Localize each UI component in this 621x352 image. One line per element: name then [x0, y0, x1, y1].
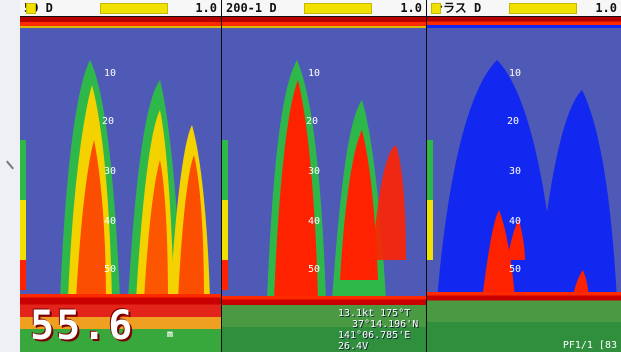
pointer-mark: [6, 160, 14, 170]
range-indicator-small: [26, 3, 36, 14]
latitude: 37°14.196'N: [352, 319, 419, 330]
plume-strong: [340, 130, 378, 280]
depth-label-40: 40: [509, 216, 522, 227]
seabed-echo: [222, 296, 426, 352]
nav-readout: 13.1kt 175°T 37°14.196'N 141°06.785'E 26…: [338, 308, 426, 352]
surface-line: [222, 17, 426, 30]
range-indicator-small: [431, 3, 441, 14]
color-bar-red: [20, 260, 26, 290]
color-bar-yellow: [222, 200, 228, 260]
plume-strong: [76, 140, 106, 300]
panel-header-3: シラス D 1.0: [427, 0, 621, 17]
echogram-3: [437, 60, 617, 300]
longitude: 141°06.785'E: [338, 330, 411, 341]
color-bar-yellow: [20, 200, 26, 260]
plume-strong: [482, 210, 515, 300]
color-bar-red: [222, 260, 228, 290]
gain-indicator-bar: [100, 3, 168, 14]
status-text: PF1/1 [83: [562, 340, 617, 351]
depth-label-10: 10: [509, 68, 522, 79]
depth-label-40: 40: [308, 216, 321, 227]
depth-label-20: 20: [102, 116, 115, 127]
surface-line: [20, 17, 221, 30]
seabed-echo: [20, 294, 221, 352]
plume-strong: [507, 220, 525, 260]
depth-label-30: 30: [509, 166, 522, 177]
seabed-echo: [427, 292, 621, 352]
depth-label-10: 10: [308, 68, 321, 79]
speed-course: 13.1kt 175°T: [338, 308, 411, 319]
echo-panel-3[interactable]: シラス D 1.0 10 20 30 40 50 PF1/1 [83: [427, 0, 621, 352]
depth-label-50: 50: [509, 264, 522, 275]
frequency-mode-label: 200-1 D: [226, 1, 277, 15]
color-bar-green: [427, 140, 433, 200]
gain-indicator-bar: [509, 3, 577, 14]
gain-value: 1.0: [195, 1, 217, 15]
gain-indicator-bar: [304, 3, 372, 14]
depth-label-50: 50: [104, 264, 117, 275]
echogram-1: [60, 60, 210, 300]
surface-line: [427, 17, 621, 30]
color-bar-yellow: [427, 200, 433, 260]
echo-panel-2[interactable]: 200-1 D 1.0 10 20 30 40 50 13.1kt 175°T …: [222, 0, 426, 352]
voltage: 26.4V: [338, 341, 369, 352]
plume-strong: [144, 160, 168, 300]
plume-strong: [178, 155, 204, 300]
echogram-2: [267, 60, 406, 300]
plume-very-weak: [537, 90, 617, 300]
echo-panel-1[interactable]: 50 D 1.0 10 20 30 40 50 55.6 m: [20, 0, 221, 352]
depth-unit: m: [167, 329, 174, 340]
depth-label-20: 20: [507, 116, 520, 127]
gain-value: 1.0: [595, 1, 617, 15]
depth-label-40: 40: [104, 216, 117, 227]
plume-very-weak: [437, 60, 557, 300]
depth-label-10: 10: [104, 68, 117, 79]
gain-value: 1.0: [400, 1, 422, 15]
panel-header-1: 50 D 1.0: [20, 0, 221, 17]
depth-label-30: 30: [104, 166, 117, 177]
depth-label-20: 20: [306, 116, 319, 127]
color-bar-green: [222, 140, 228, 200]
depth-readout: 55.6: [30, 303, 135, 349]
depth-label-50: 50: [308, 264, 321, 275]
panel-header-2: 200-1 D 1.0: [222, 0, 426, 17]
color-bar-green: [20, 140, 26, 200]
plume-strong: [274, 80, 318, 300]
left-gutter: [0, 0, 20, 352]
frequency-mode-label: シラス D: [431, 1, 482, 15]
depth-label-30: 30: [308, 166, 321, 177]
plume-strong: [372, 145, 406, 260]
